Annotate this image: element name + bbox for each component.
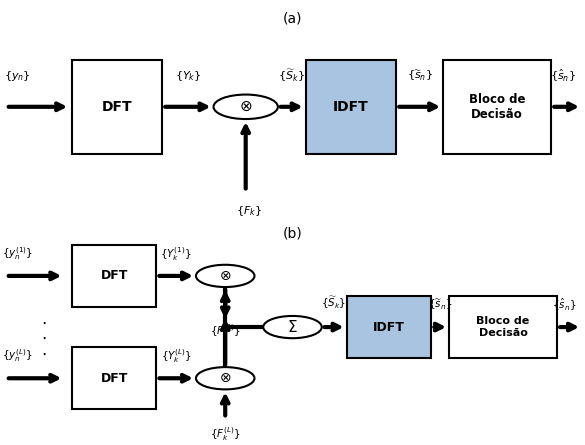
Text: $\{\widetilde{S}_k\}$: $\{\widetilde{S}_k\}$	[321, 294, 346, 311]
Text: $\cdot$: $\cdot$	[41, 329, 47, 347]
Bar	[449, 296, 557, 358]
Text: $\otimes$: $\otimes$	[219, 371, 232, 385]
Text: $\{Y_k\}$: $\{Y_k\}$	[175, 69, 201, 83]
Circle shape	[196, 265, 254, 287]
Text: (a): (a)	[283, 11, 302, 25]
Text: $\{\widetilde{s}_n\}$: $\{\widetilde{s}_n\}$	[428, 297, 452, 312]
Circle shape	[214, 94, 278, 119]
Text: $\otimes$: $\otimes$	[219, 269, 232, 283]
Text: $\cdot$: $\cdot$	[41, 345, 47, 363]
Text: IDFT: IDFT	[333, 100, 369, 114]
Text: $\{Y_k^{(1)}\}$: $\{Y_k^{(1)}\}$	[160, 245, 192, 263]
Text: $\{F_k^{(1)}\}$: $\{F_k^{(1)}\}$	[209, 323, 241, 340]
Bar	[443, 60, 551, 154]
Text: (b): (b)	[283, 227, 302, 241]
Circle shape	[196, 367, 254, 389]
Text: $\otimes$: $\otimes$	[239, 99, 252, 114]
Text: DFT: DFT	[101, 372, 128, 385]
Bar	[72, 347, 157, 409]
Bar	[72, 245, 157, 307]
Text: IDFT: IDFT	[373, 320, 405, 334]
Text: $\Sigma$: $\Sigma$	[287, 319, 298, 335]
Circle shape	[263, 316, 322, 338]
Text: $\{F_k\}$: $\{F_k\}$	[236, 204, 261, 218]
Text: DFT: DFT	[102, 100, 132, 114]
Text: $\{y_n\}$: $\{y_n\}$	[4, 69, 31, 83]
Text: $\{\widetilde{s}_n\}$: $\{\widetilde{s}_n\}$	[407, 68, 433, 83]
Text: $\cdot$: $\cdot$	[41, 314, 47, 332]
Bar	[346, 296, 432, 358]
Bar	[305, 60, 397, 154]
Text: $\{F_k^{(L)}\}$: $\{F_k^{(L)}\}$	[210, 425, 240, 443]
Text: $\{y_n^{(1)}\}$: $\{y_n^{(1)}\}$	[2, 245, 33, 262]
Text: $\{\hat{s}_n\}$: $\{\hat{s}_n\}$	[550, 68, 576, 84]
Text: $\{\widetilde{S}_k\}$: $\{\widetilde{S}_k\}$	[278, 67, 305, 84]
Text: DFT: DFT	[101, 269, 128, 283]
Text: $\{y_n^{(L)}\}$: $\{y_n^{(L)}\}$	[2, 348, 33, 364]
Text: $\{\hat{s}_n\}$: $\{\hat{s}_n\}$	[552, 297, 576, 313]
Text: Bloco de
Decisão: Bloco de Decisão	[469, 93, 525, 121]
Bar	[72, 60, 163, 154]
Text: $\{Y_k^{(L)}\}$: $\{Y_k^{(L)}\}$	[161, 347, 192, 365]
Text: Bloco de
Decisão: Bloco de Decisão	[476, 316, 530, 338]
